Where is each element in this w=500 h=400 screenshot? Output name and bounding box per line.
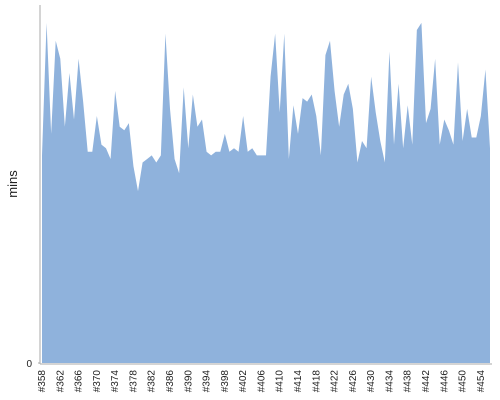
x-tick-label: #370 [92,370,103,393]
x-tick-label: #434 [384,370,395,393]
x-tick-label: #358 [37,370,48,393]
x-tick-label: #374 [110,370,121,393]
x-tick-label: #446 [439,370,450,393]
x-tick-label: #430 [366,370,377,393]
x-tick-label: #410 [275,370,286,393]
x-tick-label: #382 [147,370,158,393]
x-tick-label: #454 [476,370,487,393]
y-axis-label: mins [5,170,20,198]
x-tick-label: #414 [293,370,304,393]
x-tick-label: #438 [403,370,414,393]
x-tick-label: #450 [458,370,469,393]
x-tick-label: #366 [74,370,85,393]
x-tick-label: #418 [311,370,322,393]
y-tick-label: 0 [26,359,32,370]
x-tick-label: #398 [220,370,231,393]
x-tick-label: #386 [165,370,176,393]
x-tick-label: #442 [421,370,432,393]
x-tick-label: #362 [55,370,66,393]
x-tick-label: #426 [348,370,359,393]
x-tick-label: #422 [330,370,341,393]
x-tick-label: #406 [256,370,267,393]
x-tick-label: #402 [238,370,249,393]
x-tick-label: #378 [128,370,139,393]
x-tick-label: #390 [183,370,194,393]
area [42,22,490,364]
x-tick-label: #394 [202,370,213,393]
